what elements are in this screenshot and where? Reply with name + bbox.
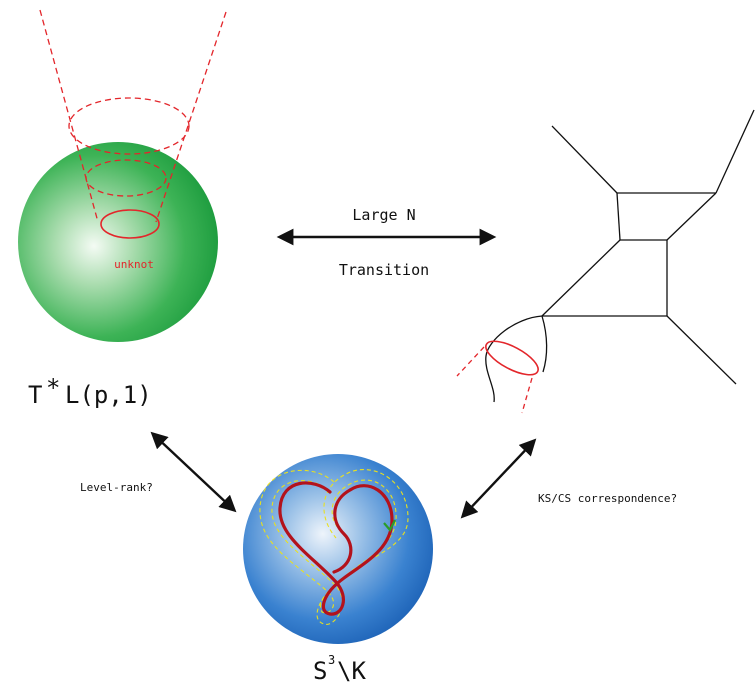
tl-label: T * L(p,1) bbox=[28, 374, 152, 409]
cone-dashed bbox=[39, 9, 227, 223]
large-n-arrow-group: Large N Transition bbox=[276, 206, 497, 279]
level-rank-group: Level-rank? bbox=[80, 431, 237, 513]
green-sphere-group: unknot bbox=[18, 9, 227, 342]
knot-marker bbox=[383, 519, 396, 532]
s3k-label-rest: \K bbox=[337, 657, 366, 685]
tl-label-star: * bbox=[46, 374, 60, 402]
transition-label: Transition bbox=[339, 261, 429, 279]
level-rank-arrow bbox=[150, 431, 237, 513]
level-rank-label: Level-rank? bbox=[80, 481, 153, 494]
s3k-label-S: S bbox=[313, 657, 327, 685]
s3k-label: S 3 \K bbox=[313, 653, 366, 685]
ks-cs-arrow bbox=[460, 438, 537, 519]
blue-sphere bbox=[243, 454, 433, 644]
toric-diagram bbox=[485, 109, 755, 403]
toric-red-loop bbox=[456, 340, 539, 414]
ks-cs-group: KS/CS correspondence? bbox=[460, 438, 677, 519]
large-n-label: Large N bbox=[352, 206, 415, 224]
green-sphere bbox=[18, 142, 218, 342]
unknot-loop bbox=[100, 209, 160, 239]
unknot-label: unknot bbox=[114, 258, 154, 271]
tl-label-T: T bbox=[28, 381, 42, 409]
knot-tube-dashed bbox=[259, 469, 409, 625]
knot-curve bbox=[278, 481, 394, 616]
ks-cs-label: KS/CS correspondence? bbox=[538, 492, 677, 505]
tl-label-rest: L(p,1) bbox=[65, 381, 152, 409]
s3k-label-exp: 3 bbox=[328, 653, 335, 667]
blue-sphere-group bbox=[243, 454, 433, 644]
